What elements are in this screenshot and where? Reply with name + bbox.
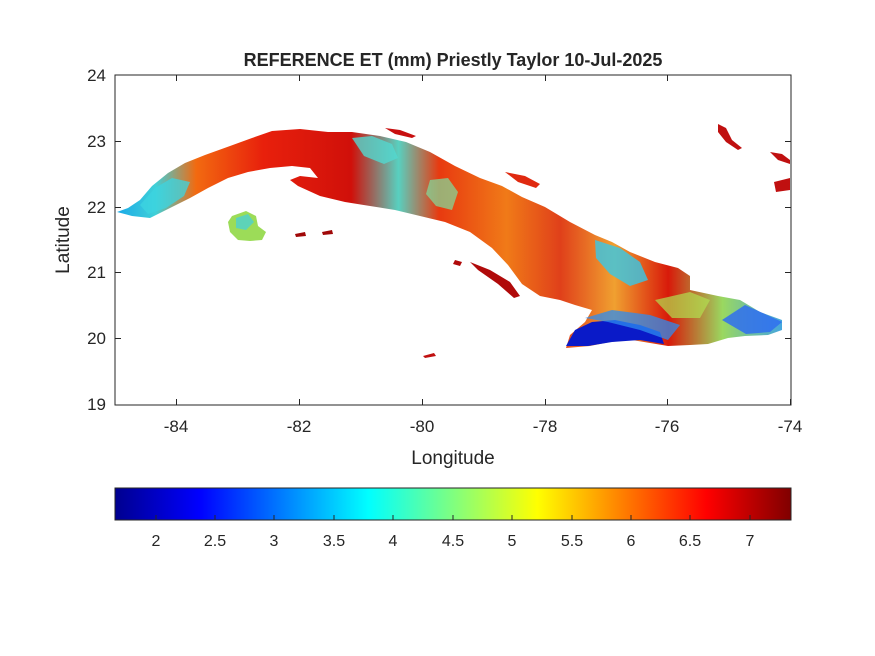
colorbar-tick-label: 7 (746, 533, 755, 550)
map-plot-area (114, 74, 792, 406)
colorbar-tick-label: 4 (389, 533, 398, 550)
colorbar-tick-label: 6 (627, 533, 636, 550)
x-tick-label: -82 (287, 417, 312, 436)
colorbar-gradient (114, 487, 792, 521)
y-tick-marks (115, 141, 791, 339)
x-tick-label: -76 (655, 417, 680, 436)
north-cays (385, 128, 416, 138)
colorbar-tick-label: 5 (508, 533, 517, 550)
eastern-cool-patch (595, 240, 648, 286)
colorbar-tick-label: 2 (152, 533, 161, 550)
colorbar: 2 2.5 3 3.5 4 4.5 5 5.5 6 6.5 7 (114, 487, 792, 550)
x-axis-label: Longitude (411, 448, 494, 469)
y-tick-label: 20 (87, 329, 106, 348)
y-tick-label: 21 (87, 263, 106, 282)
x-tick-marks (176, 75, 791, 405)
granma-islet (423, 353, 436, 358)
cuba-map-layer (117, 124, 790, 358)
x-tick-label: -80 (410, 417, 435, 436)
isla-juventud-cool-core (236, 214, 254, 230)
x-tick-label: -78 (533, 417, 558, 436)
y-axis-label: Latitude (53, 206, 74, 274)
y-tick-label: 19 (87, 395, 106, 414)
colorbar-tick-label: 4.5 (442, 533, 464, 550)
cuba-main-island (117, 129, 782, 348)
bahamas-island-1 (718, 124, 742, 150)
colorbar-tick-marks (155, 515, 751, 520)
map-title: REFERENCE ET (mm) Priestly Taylor 10-Jul… (244, 50, 663, 70)
guantanamo-cool-patch (722, 305, 782, 334)
hispaniola-edge-1 (770, 152, 790, 164)
colorbar-tick-label: 6.5 (679, 533, 701, 550)
sierra-maestra-fringe (585, 310, 680, 340)
north-cays-east (505, 172, 540, 188)
y-tick-label: 24 (87, 66, 106, 85)
hispaniola-edge-2 (774, 178, 790, 192)
central-inland-cool-patch (426, 178, 458, 210)
jardines-reina (470, 262, 520, 298)
south-cays (295, 232, 306, 237)
colorbar-tick-label: 2.5 (204, 533, 226, 550)
central-north-cool-patch (352, 136, 398, 164)
map-axes: -84 -82 -80 -78 -76 -74 19 20 21 22 23 2… (53, 66, 802, 469)
western-cool-patch (140, 178, 190, 214)
colorbar-tick-label: 5.5 (561, 533, 583, 550)
x-tick-label: -74 (778, 417, 803, 436)
south-cays-2 (322, 230, 333, 235)
holguin-green-patch (655, 292, 710, 318)
y-tick-label: 23 (87, 132, 106, 151)
colorbar-tick-label: 3.5 (323, 533, 345, 550)
jardines-reina-2 (453, 260, 462, 266)
y-tick-label: 22 (87, 198, 106, 217)
colorbar-tick-label: 3 (270, 533, 279, 550)
x-tick-label: -84 (164, 417, 189, 436)
